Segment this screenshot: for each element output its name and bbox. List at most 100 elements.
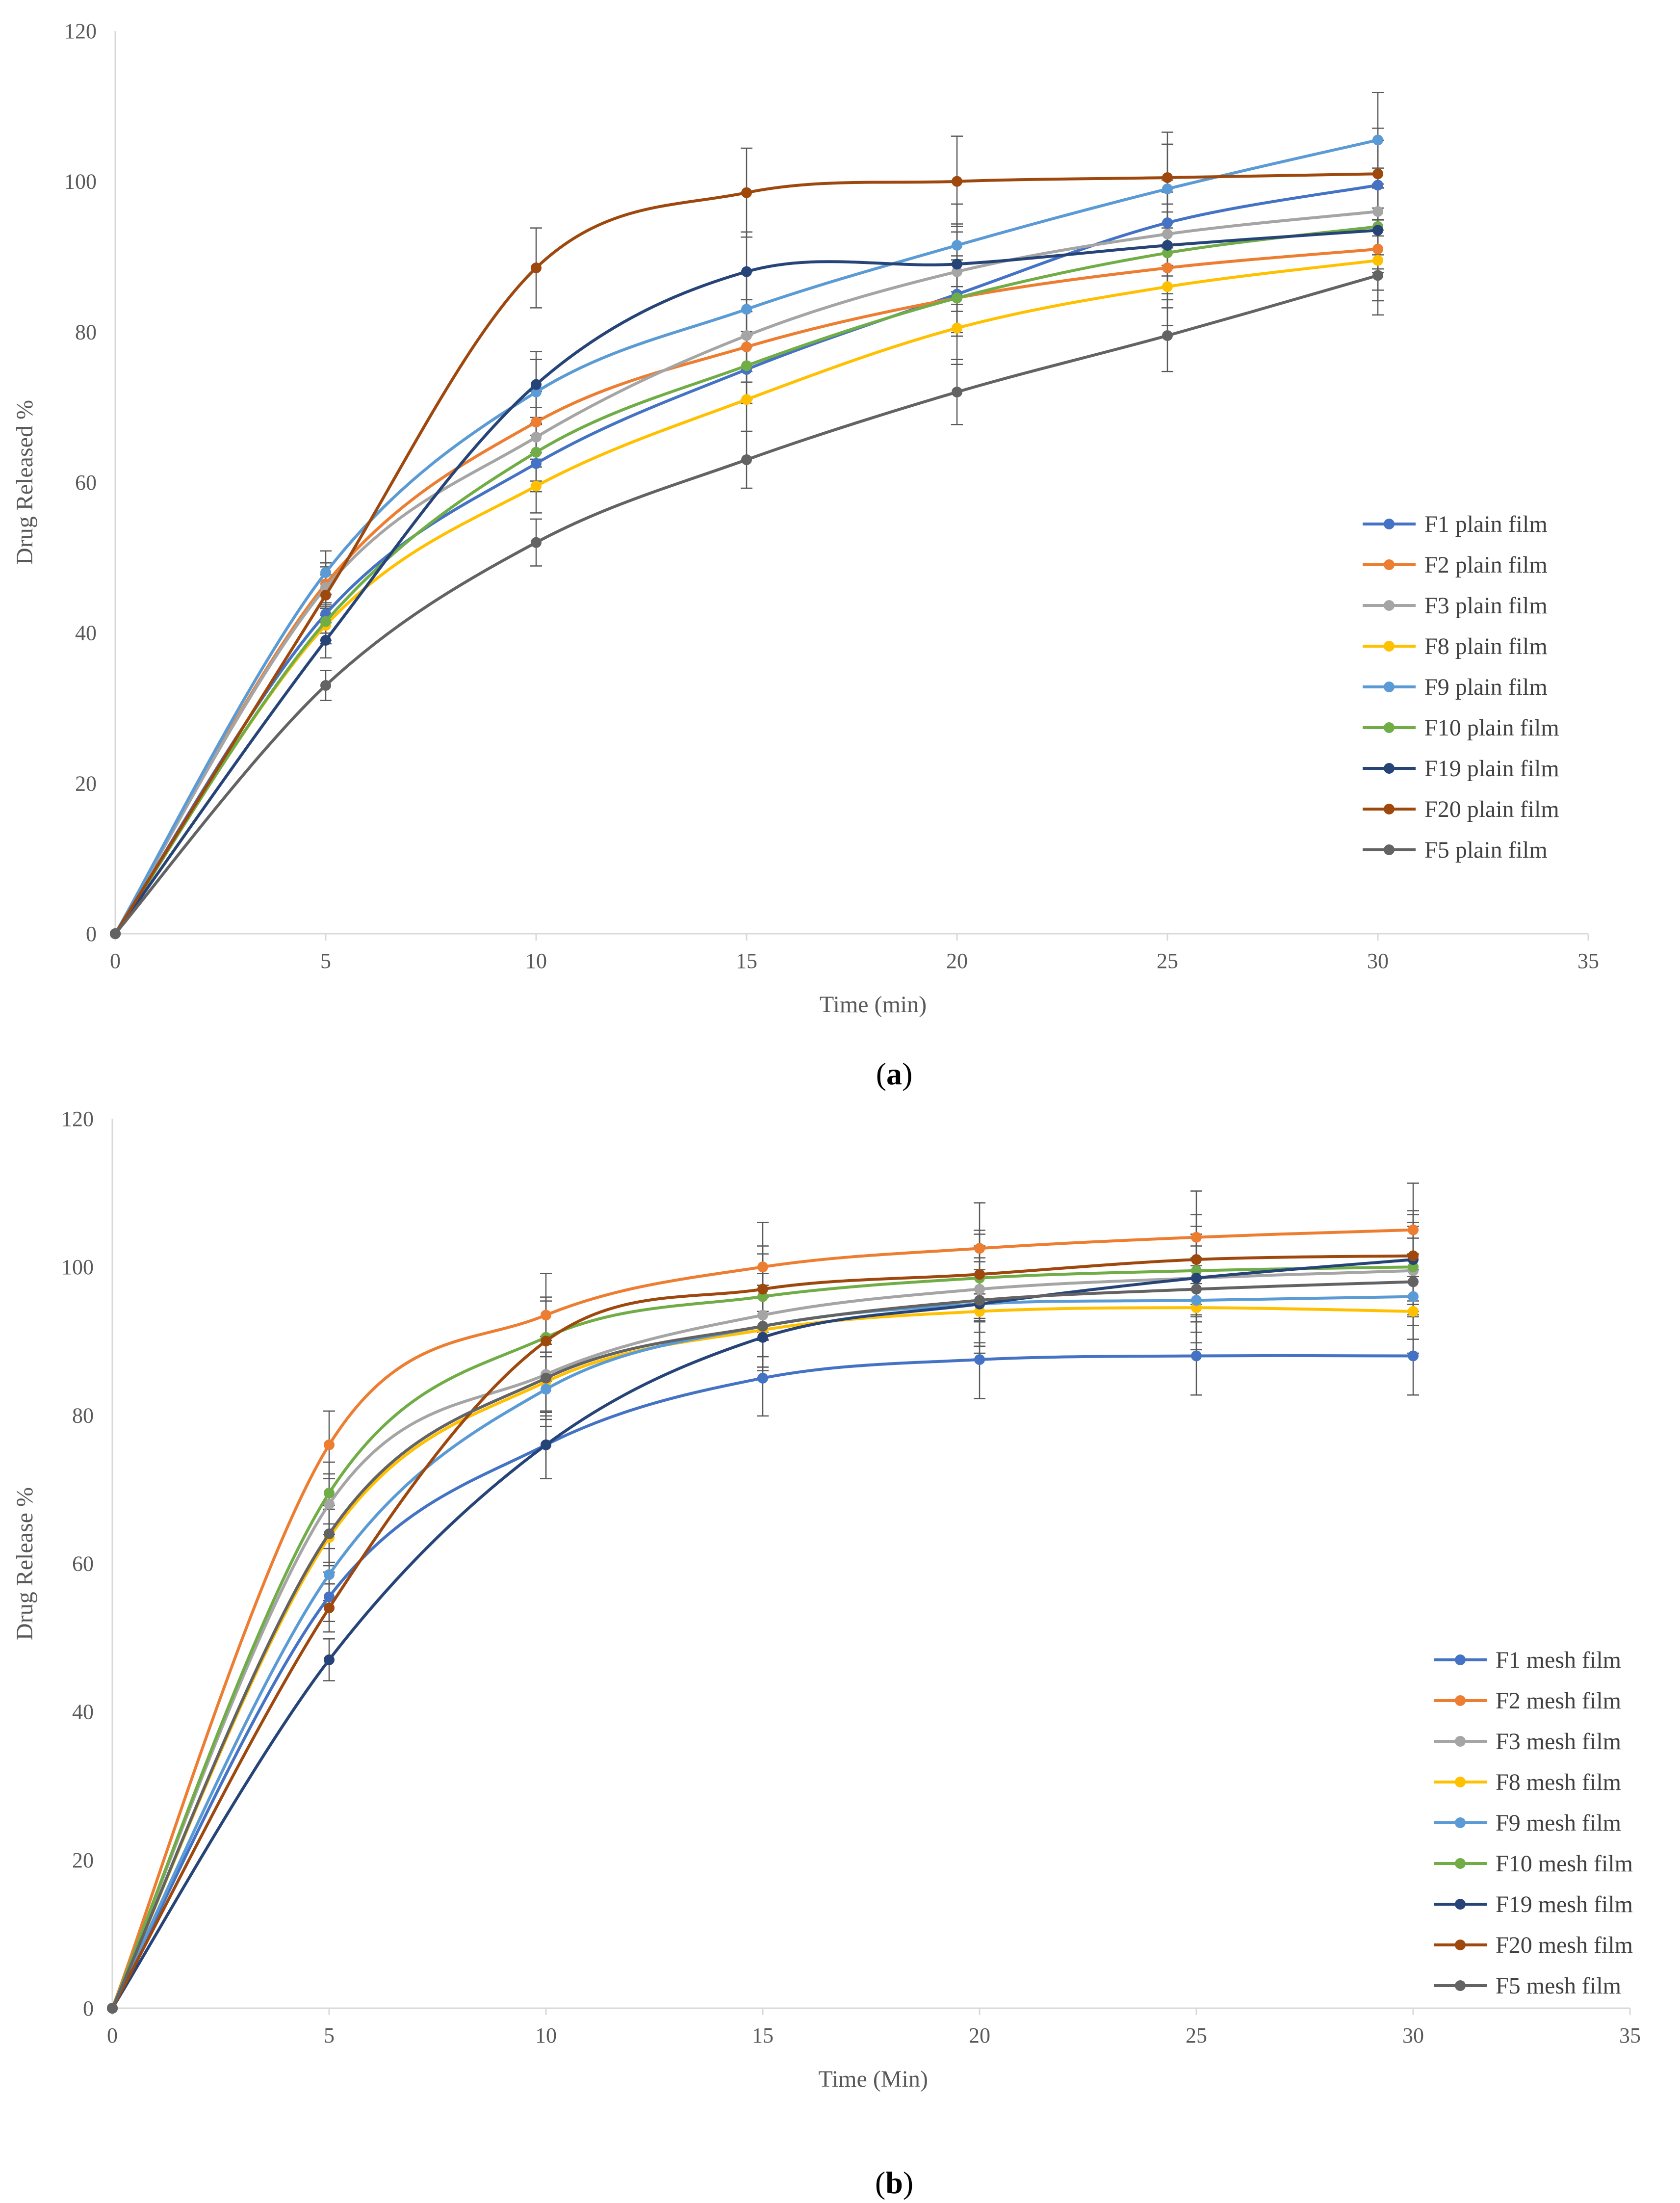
legend-marker-f2-plain-film: [1384, 559, 1395, 570]
y-tick-label: 20: [72, 1848, 94, 1872]
data-point-f5-plain-film: [1372, 270, 1383, 281]
data-point-f9-plain-film: [531, 387, 542, 397]
data-point-f19-plain-film: [320, 635, 331, 646]
y-tick-label: 40: [72, 1700, 94, 1724]
data-point-f19-plain-film: [741, 266, 752, 277]
y-axis-title: Drug Released %: [12, 400, 38, 565]
data-point-f2-mesh-film: [324, 1439, 335, 1450]
data-point-f5-plain-film: [320, 680, 331, 691]
x-tick-label: 20: [969, 2023, 990, 2047]
data-point-f5-mesh-film: [107, 2003, 118, 2014]
series-line-f19-mesh-film: [111, 1258, 1414, 2009]
data-point-f1-plain-film: [1162, 217, 1173, 228]
x-axis-title: Time (min): [820, 992, 927, 1018]
data-point-f1-plain-film: [1372, 180, 1383, 191]
data-point-f9-plain-film: [1162, 184, 1173, 194]
legend-label-f10-mesh-film: F10 mesh film: [1496, 1851, 1633, 1877]
x-tick-label: 25: [1157, 949, 1178, 973]
y-tick-label: 0: [83, 1996, 94, 2020]
data-point-f3-mesh-film: [974, 1284, 985, 1295]
legend-marker-f8-mesh-film: [1455, 1777, 1466, 1787]
series-line-f5-mesh-film: [111, 1280, 1414, 2009]
data-point-f5-mesh-film: [1191, 1284, 1202, 1295]
data-point-f8-mesh-film: [974, 1306, 985, 1317]
data-point-f19-plain-film: [531, 379, 542, 390]
data-point-f20-plain-film: [1162, 172, 1173, 183]
data-point-f2-mesh-film: [1191, 1232, 1202, 1243]
data-point-f9-plain-film: [1372, 134, 1383, 146]
data-point-f10-plain-film: [320, 616, 331, 627]
legend-label-f5-mesh-film: F5 mesh film: [1496, 1973, 1621, 1999]
chart-panel-b: 0 20 40 60 80 100 120 0 5 10 15 20 25 30 35 Time (Min) D…: [12, 1107, 1641, 2092]
y-tick-label: 60: [75, 471, 97, 495]
legend-marker-f3-mesh-film: [1455, 1736, 1466, 1747]
legend-marker-f10-mesh-film: [1455, 1858, 1466, 1869]
x-tick-label: 30: [1402, 2023, 1424, 2047]
data-point-f8-plain-film: [952, 322, 962, 334]
data-point-f2-mesh-film: [1408, 1224, 1419, 1235]
x-tick-label: 35: [1619, 2023, 1641, 2047]
data-point-f10-mesh-film: [1191, 1265, 1202, 1276]
legend-label-f3-plain-film: F3 plain film: [1424, 593, 1548, 619]
data-point-f5-mesh-film: [757, 1321, 768, 1332]
panel-b-letter: b: [885, 2165, 903, 2200]
y-tick-label: 120: [61, 1107, 94, 1131]
data-point-f5-mesh-film: [541, 1372, 551, 1384]
data-point-f9-mesh-film: [1408, 1291, 1419, 1302]
data-point-f3-plain-film: [531, 432, 542, 443]
data-point-f20-mesh-film: [1408, 1250, 1419, 1261]
data-point-f2-plain-film: [1162, 262, 1173, 273]
y-tick-label: 120: [64, 19, 97, 43]
legend-label-f20-mesh-film: F20 mesh film: [1496, 1932, 1633, 1958]
legend-marker-f9-plain-film: [1384, 682, 1395, 692]
data-point-f1-mesh-film: [974, 1354, 985, 1365]
legend-marker-f5-plain-film: [1384, 844, 1395, 855]
x-tick-label: 35: [1577, 949, 1599, 973]
legend-label-f8-plain-film: F8 plain film: [1424, 633, 1548, 659]
data-point-f20-plain-film: [1372, 168, 1383, 180]
data-point-f3-plain-film: [1372, 206, 1383, 217]
data-point-f5-plain-film: [110, 928, 121, 939]
y-tick-label: 20: [75, 771, 97, 795]
legend-marker-f8-plain-film: [1384, 641, 1395, 652]
y-tick-label: 80: [75, 320, 97, 344]
x-tick-label: 15: [736, 949, 757, 973]
data-point-f19-plain-film: [1372, 225, 1383, 236]
data-point-f19-plain-film: [1162, 240, 1173, 251]
legend-label-f20-plain-film: F20 plain film: [1424, 796, 1559, 822]
x-axis-title: Time (Min): [818, 2066, 928, 2092]
legend-label-f10-plain-film: F10 plain film: [1424, 715, 1559, 741]
x-tick-label: 10: [535, 2023, 557, 2047]
data-point-f2-mesh-film: [541, 1310, 551, 1321]
data-point-f20-plain-film: [531, 262, 542, 273]
panel-b-caption: (b): [875, 2165, 913, 2200]
legend-label-f19-plain-film: F19 plain film: [1424, 756, 1559, 782]
data-point-f1-mesh-film: [1408, 1350, 1419, 1362]
x-tick-label: 5: [324, 2023, 335, 2047]
data-point-f1-mesh-film: [324, 1591, 335, 1602]
data-point-f20-mesh-film: [541, 1336, 551, 1347]
legend-marker-f20-plain-film: [1384, 804, 1395, 814]
y-tick-label: 100: [64, 170, 97, 194]
data-point-f3-plain-film: [741, 330, 752, 341]
x-tick-label: 25: [1186, 2023, 1207, 2047]
data-point-f1-plain-film: [531, 458, 542, 469]
data-point-f3-mesh-film: [757, 1310, 768, 1321]
data-point-f19-mesh-film: [757, 1332, 768, 1343]
legend-marker-f2-mesh-film: [1455, 1695, 1466, 1706]
series-line-f10-plain-film: [114, 225, 1378, 935]
data-point-f1-mesh-film: [1191, 1350, 1202, 1362]
data-point-f8-mesh-film: [1191, 1302, 1202, 1313]
data-point-f1-mesh-film: [757, 1372, 768, 1384]
data-point-f9-plain-film: [741, 304, 752, 315]
legend-marker-f10-plain-film: [1384, 722, 1395, 733]
panel-a-letter: a: [886, 1056, 902, 1091]
data-point-f10-plain-film: [741, 360, 752, 371]
legend-marker-f19-plain-film: [1384, 763, 1395, 774]
legend-label-f19-mesh-film: F19 mesh film: [1496, 1891, 1633, 1917]
legend-label-f2-mesh-film: F2 mesh film: [1496, 1688, 1621, 1714]
legend-marker-f3-plain-film: [1384, 600, 1395, 611]
data-point-f5-plain-film: [741, 454, 752, 465]
legend-label-f5-plain-film: F5 plain film: [1424, 837, 1548, 863]
data-point-f10-mesh-film: [324, 1487, 335, 1498]
